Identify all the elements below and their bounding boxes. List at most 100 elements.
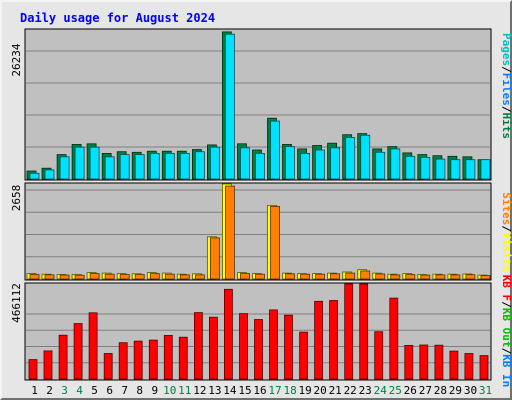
kbf-bar-day-8 xyxy=(133,340,143,380)
files-bar-day-24 xyxy=(375,151,386,180)
x-tick-label-day-19: 19 xyxy=(298,384,311,397)
x-tick-label-day-6: 6 xyxy=(106,384,113,397)
x-tick-label-day-11: 11 xyxy=(178,384,191,397)
sites-bar-day-9 xyxy=(149,273,160,280)
files-bar-day-10 xyxy=(164,152,175,180)
files-bar-day-29 xyxy=(450,159,461,180)
files-bar-day-2 xyxy=(44,169,55,180)
legend-pages: Pages xyxy=(500,33,512,66)
files-bar-day-15 xyxy=(240,147,250,180)
kbf-bar-day-2 xyxy=(43,350,53,380)
x-tick-label-day-28: 28 xyxy=(434,384,447,397)
sites-bar-day-15 xyxy=(240,273,250,280)
kbf-bar-day-25 xyxy=(389,297,399,380)
sites-bar-day-23 xyxy=(360,270,371,280)
files-bar-day-31 xyxy=(480,159,491,180)
kbf-bar-day-30 xyxy=(464,353,474,380)
sites-bar-day-2 xyxy=(44,274,55,280)
files-bar-day-26 xyxy=(405,155,416,180)
x-tick-label-day-13: 13 xyxy=(208,384,221,397)
sites-bar-day-14 xyxy=(224,185,235,280)
legend-bot: KB F/KB Out/KB In xyxy=(500,275,512,388)
kbf-bar-day-28 xyxy=(434,344,444,380)
kbf-bar-day-20 xyxy=(314,300,324,380)
files-bar-day-16 xyxy=(255,152,265,180)
kbf-bar-day-1 xyxy=(28,359,38,380)
sites-bar-day-13 xyxy=(209,237,220,280)
sites-bar-day-27 xyxy=(420,274,431,280)
top-panel-max-label: 26234 xyxy=(10,43,23,76)
sites-bar-day-10 xyxy=(164,273,175,280)
sites-bar-day-6 xyxy=(104,273,115,280)
x-tick-label-day-20: 20 xyxy=(313,384,326,397)
sites-bar-day-30 xyxy=(465,274,476,280)
x-tick-label-day-4: 4 xyxy=(76,384,83,397)
kbf-bar-day-26 xyxy=(404,344,414,380)
kbf-bar-day-16 xyxy=(254,319,263,380)
files-bar-day-19 xyxy=(300,152,311,180)
kbf-bar-day-29 xyxy=(449,350,459,380)
sites-bar-day-7 xyxy=(119,274,130,280)
x-tick-label-day-17: 17 xyxy=(268,384,281,397)
files-bar-day-22 xyxy=(345,137,356,180)
kbf-bar-day-18 xyxy=(284,314,293,380)
kbf-bar-day-19 xyxy=(299,331,309,380)
sites-bar-day-5 xyxy=(89,273,100,280)
sites-bar-day-12 xyxy=(194,274,205,280)
x-tick-label-day-5: 5 xyxy=(91,384,98,397)
kbf-bar-day-22 xyxy=(344,283,354,380)
sites-bar-day-31 xyxy=(480,275,491,280)
files-bar-day-11 xyxy=(179,152,190,180)
x-tick-label-day-25: 25 xyxy=(389,384,402,397)
x-tick-label-day-29: 29 xyxy=(449,384,462,397)
files-bar-day-28 xyxy=(435,158,446,180)
files-bar-day-27 xyxy=(420,156,431,180)
x-tick-label-day-8: 8 xyxy=(136,384,143,397)
kbf-bar-day-14 xyxy=(223,288,233,380)
files-bar-day-21 xyxy=(330,147,341,180)
legend-visits: Visits xyxy=(500,232,512,272)
legend-sep: / xyxy=(500,348,512,355)
x-tick-label-day-1: 1 xyxy=(31,384,38,397)
sites-bar-day-22 xyxy=(345,272,356,280)
sites-bar-day-4 xyxy=(74,274,85,280)
kbf-bar-day-10 xyxy=(163,334,173,380)
kbf-bar-day-4 xyxy=(73,323,83,380)
sites-bar-day-17 xyxy=(270,205,280,280)
files-bar-day-25 xyxy=(390,148,401,180)
sites-bar-day-16 xyxy=(255,273,265,280)
files-bar-day-8 xyxy=(134,154,145,180)
files-bar-day-5 xyxy=(89,146,100,180)
sites-bar-day-19 xyxy=(300,273,311,280)
kbf-bar-day-17 xyxy=(269,309,278,380)
legend-sep: / xyxy=(500,301,512,308)
files-bar-day-9 xyxy=(149,152,160,180)
x-tick-label-day-24: 24 xyxy=(374,384,388,397)
panel-visits-background xyxy=(24,182,492,281)
kbf-bar-day-23 xyxy=(359,283,369,380)
files-bar-day-7 xyxy=(119,154,130,180)
legend-kbin: KB In xyxy=(500,354,512,387)
x-tick-label-day-22: 22 xyxy=(344,384,357,397)
kbf-bar-day-31 xyxy=(479,355,489,380)
files-bar-day-23 xyxy=(360,134,371,180)
mid-panel-max-label: 2658 xyxy=(10,185,23,212)
kbf-bar-day-5 xyxy=(88,312,98,380)
kbf-bar-day-27 xyxy=(419,344,429,380)
x-tick-label-day-9: 9 xyxy=(151,384,158,397)
kbf-bar-day-6 xyxy=(103,353,113,380)
legend-sites: Sites xyxy=(500,192,512,225)
x-tick-label-day-26: 26 xyxy=(404,384,417,397)
x-tick-label-day-16: 16 xyxy=(253,384,266,397)
x-tick-label-day-12: 12 xyxy=(193,384,206,397)
x-tick-label-day-21: 21 xyxy=(329,384,342,397)
sites-bar-day-21 xyxy=(330,273,341,280)
kbf-bar-day-24 xyxy=(374,331,384,380)
legend-sep: / xyxy=(500,106,512,113)
x-tick-label-day-18: 18 xyxy=(283,384,296,397)
kbf-bar-day-7 xyxy=(118,342,128,380)
sites-bar-day-25 xyxy=(390,274,401,280)
kbf-bar-day-3 xyxy=(58,334,68,380)
files-bar-day-6 xyxy=(104,156,115,180)
